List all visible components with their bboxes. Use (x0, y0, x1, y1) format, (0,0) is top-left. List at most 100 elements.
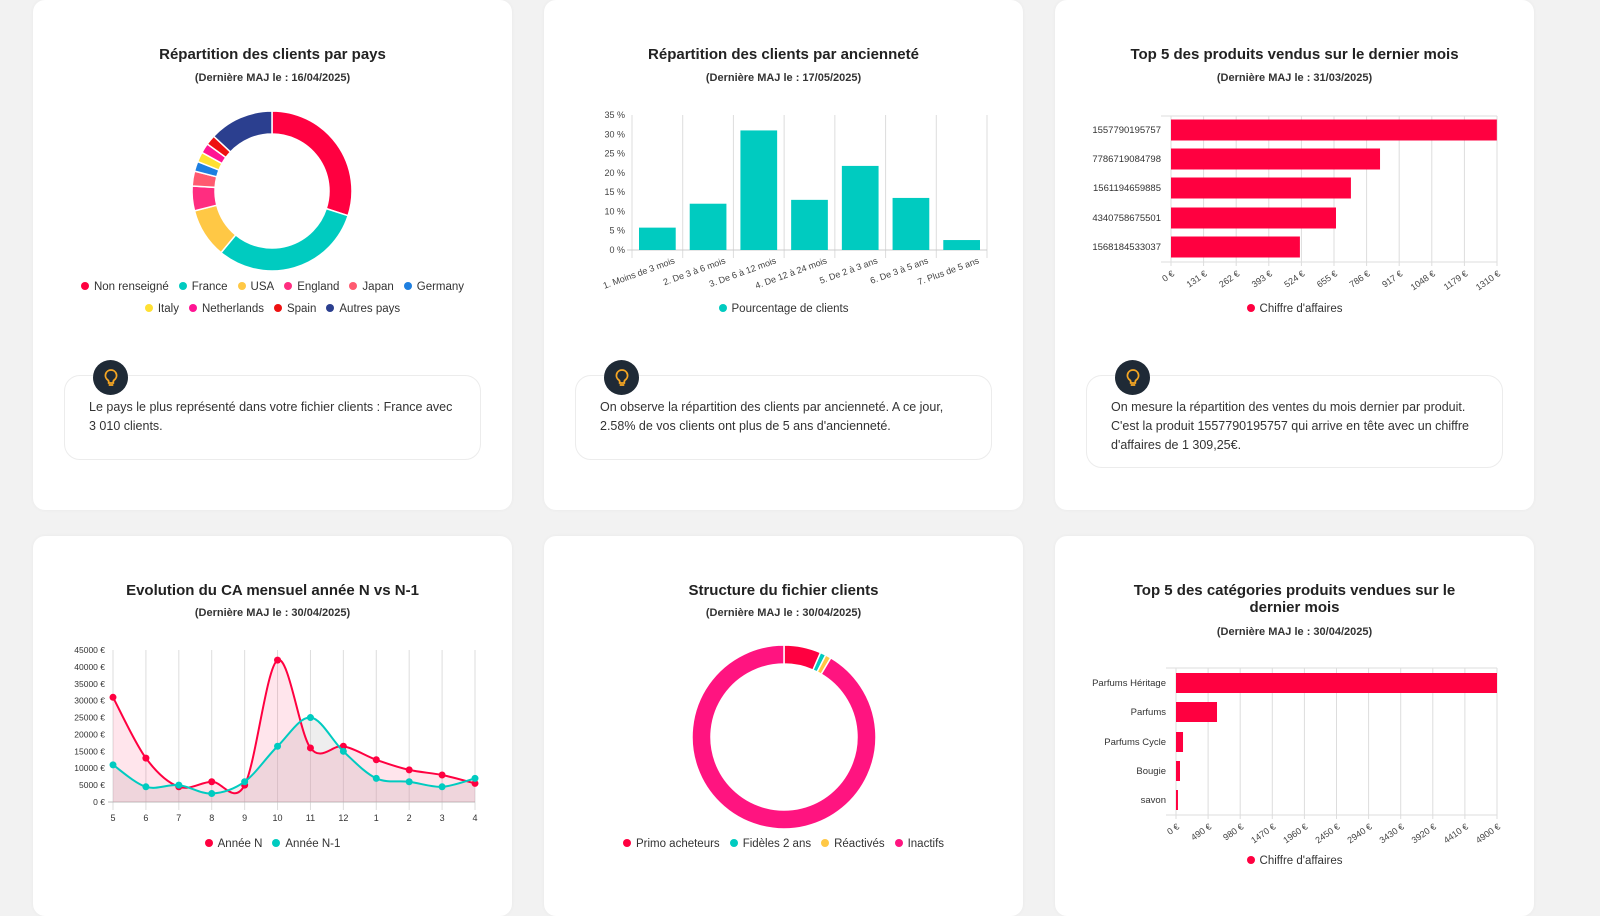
legend-item[interactable]: Inactifs (894, 838, 944, 850)
card-top-products: Top 5 des produits vendus sur le dernier… (1055, 0, 1534, 510)
legend-label: Spain (286, 303, 317, 315)
card-subtitle: (Dernière MAJ le : 16/04/2025) (194, 72, 351, 84)
x-tick-label: 1960 € (1281, 821, 1309, 845)
y-tick-label: 10 % (604, 206, 625, 216)
legend-item[interactable]: Chiffre d'affaires (1246, 303, 1342, 315)
legend-dot (1246, 856, 1255, 864)
x-tick-label: 917 € (1380, 268, 1404, 289)
donut-slice (691, 644, 877, 830)
legend-label: Fidèles 2 ans (742, 838, 812, 850)
legend-item[interactable]: Germany (403, 281, 465, 293)
bar (639, 227, 676, 250)
x-tick-label: 8 (209, 813, 214, 823)
hbar-chart-products: 0 € 131 € 262 € 393 € 524 € 655 € 786 € 917 €10… (1092, 115, 1502, 292)
legend-label: Primo acheteurs (635, 838, 720, 850)
legend-dot (272, 839, 281, 847)
x-tick-label: 1 (374, 813, 379, 823)
y-tick-label: 5 % (609, 226, 625, 236)
x-tick-label: 1310 € (1474, 268, 1502, 292)
legend-label: USA (250, 281, 275, 293)
bar (1171, 236, 1300, 258)
bar (1176, 761, 1180, 781)
legend-item[interactable]: Autres pays (326, 303, 400, 315)
y-category-label: 1557790195757 (1092, 125, 1161, 136)
donut-chart-structure (691, 644, 877, 830)
legend-dot (80, 282, 89, 290)
legend-label: Italy (157, 303, 179, 315)
legend-item[interactable]: Chiffre d'affaires (1246, 855, 1342, 867)
data-point (438, 771, 446, 779)
legend-label: Germany (416, 281, 465, 293)
chart-legend: Chiffre d'affaires (1075, 298, 1514, 320)
card-subtitle: (Dernière MAJ le : 30/04/2025) (705, 607, 862, 619)
card-subtitle: (Dernière MAJ le : 31/03/2025) (1216, 72, 1373, 84)
card-top-categories: Top 5 des catégories produits vendues su… (1055, 536, 1534, 916)
legend-item[interactable]: Spain (273, 303, 317, 315)
legend-item[interactable]: Japan (349, 281, 394, 293)
legend-label: Non renseigné (93, 281, 169, 293)
donut-chart-country (191, 110, 353, 272)
y-tick-label: 15000 € (74, 746, 105, 756)
data-point (405, 766, 413, 774)
x-tick-label: 3 (440, 813, 445, 823)
legend-item[interactable]: Primo acheteurs (622, 838, 720, 850)
card-title: Répartition des clients par ancienneté (648, 46, 919, 63)
x-tick-label: 4900 € (1474, 821, 1502, 845)
card-clients-by-country: Répartition des clients par pays (Derniè… (33, 0, 512, 510)
legend-item[interactable]: Italy (144, 303, 179, 315)
legend-dot (729, 839, 738, 847)
bar (1171, 177, 1351, 199)
y-category-label: Parfums Héritage (1092, 678, 1166, 689)
x-tick-label: 11 (306, 813, 315, 823)
legend-item[interactable]: Netherlands (188, 303, 264, 315)
x-tick-label: 7 (176, 813, 181, 823)
legend-label: Netherlands (201, 303, 264, 315)
y-category-label: 7786719084798 (1092, 154, 1161, 165)
legend-item[interactable]: Année N-1 (272, 838, 340, 850)
data-point (306, 714, 314, 722)
data-point (109, 693, 117, 701)
y-category-label: 1561194659885 (1093, 183, 1161, 194)
data-point (339, 747, 347, 755)
x-tick-label: 490 € (1189, 821, 1213, 842)
line-chart-revenue: 5 6 7 8 9 10 11 12 1 2 3 40 €5000 €10000 €15000 €20… (74, 645, 479, 823)
card-title: Top 5 des produits vendus sur le dernier… (1130, 46, 1459, 63)
x-tick-label: 980 € (1221, 821, 1245, 842)
y-tick-label: 40000 € (74, 662, 105, 672)
chart-legend: Pourcentage de clients (564, 298, 1003, 320)
x-tick-label: 1179 € (1442, 268, 1470, 292)
data-point (372, 774, 380, 782)
series-area (113, 659, 475, 802)
bar (1176, 673, 1497, 693)
legend-dot (622, 839, 631, 847)
bar (892, 197, 930, 250)
legend-label: Japan (362, 281, 394, 293)
legend-item[interactable]: France (178, 281, 228, 293)
legend-item[interactable]: Non renseigné (80, 281, 169, 293)
data-point (241, 778, 249, 786)
bar (841, 165, 879, 250)
bar (740, 130, 778, 250)
y-tick-label: 35 % (604, 110, 625, 120)
bar (1176, 790, 1178, 810)
donut-slice (219, 207, 350, 272)
data-point (175, 781, 183, 789)
x-tick-label: 4410 € (1442, 821, 1470, 845)
x-tick-label: 1470 € (1249, 821, 1277, 845)
x-tick-label: 12 (338, 813, 348, 823)
legend-item[interactable]: Pourcentage de clients (718, 303, 849, 315)
legend-item[interactable]: Fidèles 2 ans (729, 838, 812, 850)
data-point (306, 744, 314, 752)
y-category-label: Parfums Cycle (1104, 737, 1166, 748)
legend-item[interactable]: Réactivés (821, 838, 885, 850)
legend-item[interactable]: England (284, 281, 339, 293)
x-tick-label: 524 € (1282, 268, 1306, 289)
y-category-label: Bougie (1136, 766, 1166, 777)
card-subtitle: (Dernière MAJ le : 30/04/2025) (1216, 626, 1373, 638)
legend-item[interactable]: Année N (204, 838, 262, 850)
lightbulb-icon (604, 360, 639, 395)
y-tick-label: 10000 € (74, 763, 105, 773)
legend-label: England (297, 281, 340, 293)
legend-item[interactable]: USA (237, 281, 275, 293)
data-point (372, 756, 380, 764)
